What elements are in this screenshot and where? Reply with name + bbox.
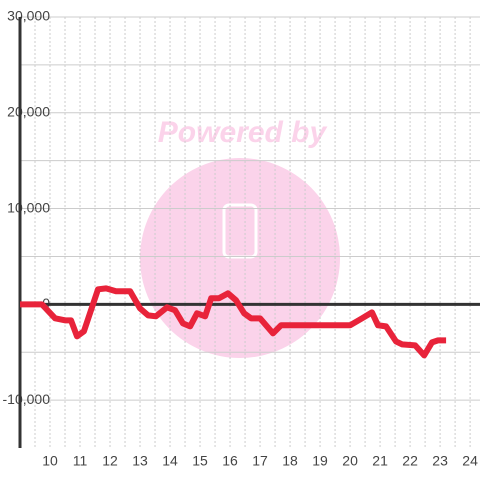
x-tick-label: 21 <box>372 453 388 469</box>
x-tick-label: 13 <box>132 453 148 469</box>
x-tick-label: 18 <box>282 453 298 469</box>
y-tick-label: 10,000 <box>7 199 50 215</box>
data-line <box>20 285 447 359</box>
watermark: Powered by <box>140 116 340 358</box>
x-tick-label: 12 <box>102 453 118 469</box>
x-tick-label: 23 <box>432 453 448 469</box>
x-tick-label: 16 <box>222 453 238 469</box>
x-tick-label: 14 <box>162 453 178 469</box>
watermark-text: Powered by <box>158 116 328 149</box>
x-tick-label: 10 <box>42 453 58 469</box>
x-tick-label: 24 <box>462 453 478 469</box>
x-tick-label: 22 <box>402 453 418 469</box>
y-tick-label: 30,000 <box>7 8 50 24</box>
logo-phone <box>222 203 258 259</box>
x-tick-label: 11 <box>73 453 88 469</box>
x-tick-label: 20 <box>342 453 358 469</box>
x-tick-label: 17 <box>252 453 268 469</box>
y-tick-label: -10,000 <box>3 391 51 407</box>
x-tick-label: 15 <box>192 453 208 469</box>
y-tick-label: 20,000 <box>7 103 50 119</box>
x-tick-label: 19 <box>312 453 328 469</box>
